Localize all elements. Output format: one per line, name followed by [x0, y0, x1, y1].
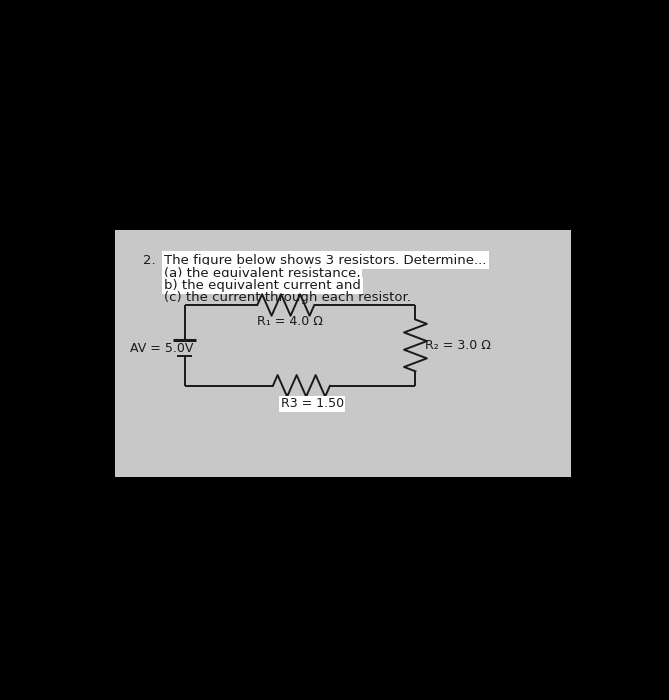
Text: The figure below shows 3 resistors. Determine...: The figure below shows 3 resistors. Dete… — [164, 254, 486, 267]
Text: R₂ = 3.0 Ω: R₂ = 3.0 Ω — [425, 339, 490, 352]
FancyBboxPatch shape — [115, 230, 571, 477]
Text: (c) the current through each resistor.: (c) the current through each resistor. — [164, 291, 411, 304]
Text: b) the equivalent current and: b) the equivalent current and — [164, 279, 361, 292]
Text: R3 = 1.50: R3 = 1.50 — [281, 398, 344, 410]
Text: (a) the equivalent resistance,: (a) the equivalent resistance, — [164, 267, 361, 280]
Text: 2.: 2. — [143, 254, 156, 267]
Text: R₁ = 4.0 Ω: R₁ = 4.0 Ω — [258, 316, 323, 328]
Text: AV = 5.0V: AV = 5.0V — [130, 342, 193, 355]
